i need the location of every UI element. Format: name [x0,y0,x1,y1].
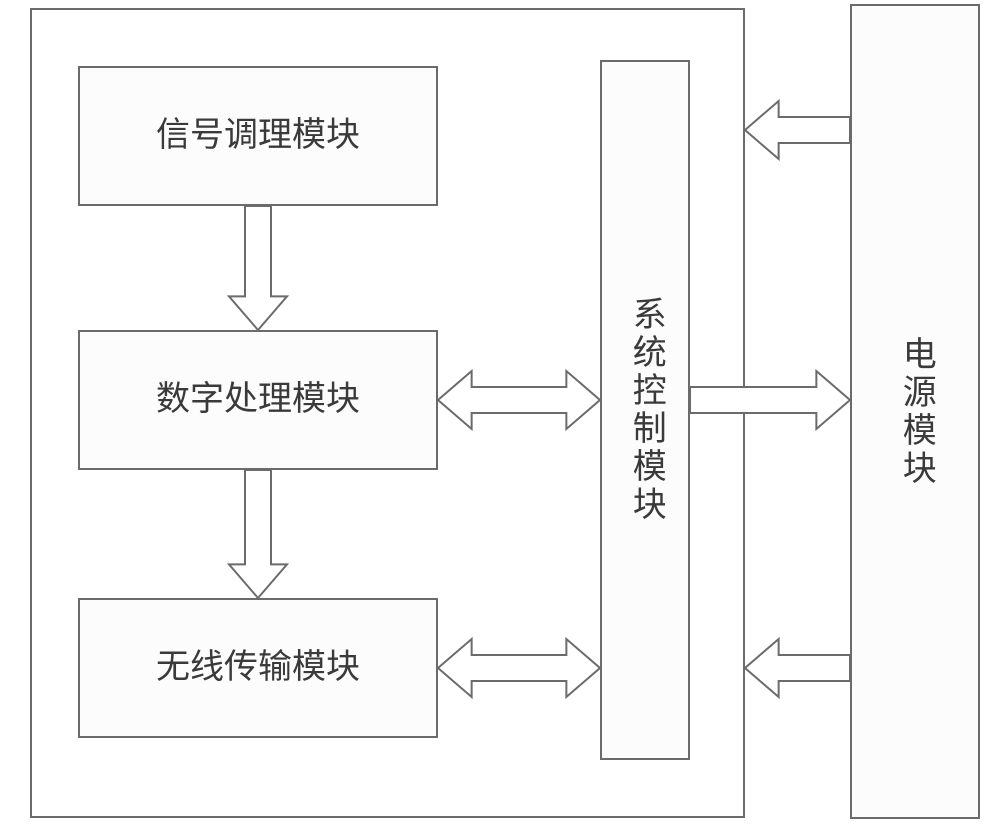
node-power: 电源模块 [850,4,980,819]
node-wireless: 无线传输模块 [78,598,438,738]
node-label-power: 电源模块 [894,336,937,488]
node-label-digital: 数字处理模块 [156,379,360,422]
arrow-dig-to-wless [229,470,287,598]
node-label-wireless: 无线传输模块 [156,647,360,690]
arrow-power-top [745,101,850,159]
arrow-power-bot [745,639,850,697]
node-label-sysctrl: 系统控制模块 [624,296,667,524]
diagram-stage: 信号调理模块数字处理模块无线传输模块 系统控制模块 电源模块 [0,0,1000,835]
node-signal: 信号调理模块 [78,66,438,206]
arrow-sig-to-dig [229,206,287,330]
node-label-signal: 信号调理模块 [156,115,360,158]
arrow-wless-sys [438,639,600,697]
arrow-sys-power [690,371,850,429]
arrow-dig-sys [438,371,600,429]
node-sysctrl: 系统控制模块 [600,60,690,760]
node-digital: 数字处理模块 [78,330,438,470]
